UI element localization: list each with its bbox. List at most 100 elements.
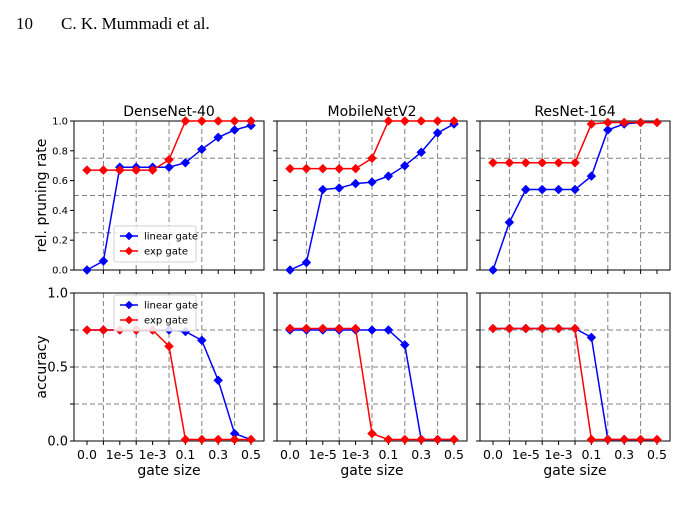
data-point [537, 184, 548, 195]
subplot-title: DenseNet-40 [123, 104, 215, 120]
data-point [285, 323, 295, 334]
data-point [180, 434, 191, 445]
legend-box [113, 294, 197, 332]
data-point [82, 325, 92, 335]
x-tick-label: 0.0 [77, 447, 97, 462]
data-point [213, 132, 224, 143]
data-point [82, 265, 92, 275]
x-tick-label: 1e-3 [545, 447, 573, 462]
y-tick-label: 0.0 [52, 266, 68, 277]
data-point [570, 184, 580, 195]
data-point [229, 434, 240, 445]
subplot-title: ResNet-164 [534, 104, 615, 120]
data-point [432, 116, 443, 126]
data-point [229, 125, 240, 135]
data-point [383, 434, 394, 445]
data-point [619, 117, 630, 128]
data-point [488, 265, 498, 275]
data-point [399, 339, 410, 350]
data-point [229, 116, 240, 126]
data-point [635, 434, 646, 445]
data-point [301, 257, 312, 268]
data-point [520, 323, 531, 334]
data-point [334, 183, 345, 193]
x-tick-label: 0.5 [647, 447, 667, 462]
data-point [334, 163, 345, 174]
data-point [586, 434, 597, 445]
data-point [196, 144, 207, 155]
data-point [285, 265, 295, 275]
data-point [98, 256, 109, 266]
data-point [196, 335, 207, 346]
data-point [432, 434, 443, 445]
data-point [652, 117, 662, 128]
data-point [301, 323, 312, 334]
data-point [416, 434, 427, 445]
legend-label: exp gate [144, 247, 188, 258]
y-tick-label: 0.5 [47, 361, 68, 376]
y-tick-label: 0.0 [47, 435, 68, 450]
data-point [350, 178, 361, 189]
x-tick-label: 1e-5 [309, 447, 337, 462]
legend-box [113, 225, 197, 263]
data-point [367, 153, 377, 164]
data-point [367, 428, 377, 439]
data-point [537, 323, 548, 334]
data-point [131, 165, 142, 176]
x-tick-label: 1e-3 [139, 447, 167, 462]
data-point [399, 434, 410, 445]
legend-label: linear gate [144, 232, 198, 243]
data-point [520, 184, 531, 195]
x-tick-label: 0.0 [483, 447, 503, 462]
data-point [635, 117, 646, 128]
data-point [317, 323, 328, 334]
data-point [367, 325, 377, 335]
data-point [537, 157, 548, 168]
data-point [570, 323, 580, 334]
data-point [586, 119, 597, 129]
x-tick-label: 1e-5 [512, 447, 540, 462]
y-axis-label: rel. pruning rate [34, 139, 50, 253]
data-point [350, 323, 361, 334]
legend-label: exp gate [144, 316, 188, 327]
data-point [504, 157, 515, 168]
data-point [553, 157, 564, 168]
data-point [488, 157, 498, 168]
x-tick-label: 0.5 [444, 447, 464, 462]
data-point [285, 163, 295, 174]
data-point [520, 157, 531, 168]
data-point [164, 162, 174, 173]
data-point [98, 165, 109, 176]
legend-swatch-marker [124, 315, 134, 325]
x-tick-label: 0.3 [208, 447, 228, 462]
legend-swatch-marker [124, 300, 134, 310]
x-tick-label: 0.5 [241, 447, 261, 462]
data-point [432, 128, 443, 138]
x-tick-label: 0.3 [614, 447, 634, 462]
page-header: 10 C. K. Mummadi et al. [0, 14, 673, 38]
data-point [114, 165, 125, 176]
x-axis-label: gate size [137, 463, 200, 479]
data-point [586, 171, 597, 181]
data-point [350, 163, 361, 174]
running-head: C. K. Mummadi et al. [61, 14, 210, 33]
data-point [383, 116, 394, 126]
subplot-title: MobileNetV2 [328, 104, 417, 120]
data-point [449, 116, 459, 126]
x-axis-label: gate size [340, 463, 403, 479]
data-point [213, 375, 224, 386]
data-point [416, 116, 427, 126]
y-tick-label: 0.6 [52, 176, 68, 187]
data-point [317, 163, 328, 174]
x-tick-label: 0.1 [581, 447, 601, 462]
data-point [383, 325, 394, 335]
data-point [180, 116, 191, 126]
data-point [602, 117, 613, 128]
x-tick-label: 1e-5 [106, 447, 134, 462]
data-point [416, 147, 427, 158]
data-point [504, 323, 515, 334]
data-point [399, 160, 410, 171]
data-point [504, 217, 515, 228]
data-point [399, 116, 410, 126]
